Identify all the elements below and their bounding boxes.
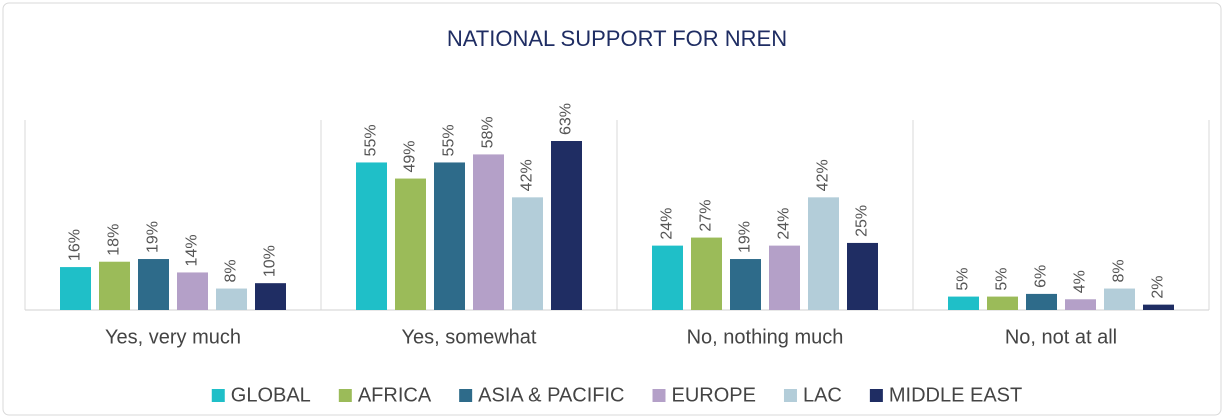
bar (395, 178, 426, 310)
bar (948, 296, 979, 310)
value-label: 16% (67, 229, 84, 261)
value-label: 42% (519, 159, 536, 191)
bar (730, 259, 761, 310)
legend-swatch (783, 389, 797, 402)
bar (177, 272, 208, 310)
value-label: 19% (145, 221, 162, 253)
legend-swatch (869, 389, 883, 402)
legend-label: AFRICA (358, 384, 432, 406)
value-label: 2% (1150, 276, 1167, 299)
value-label: 18% (106, 224, 123, 256)
legend-swatch (211, 389, 225, 402)
value-label: 19% (737, 221, 754, 253)
value-label: 58% (480, 116, 497, 148)
category-label: No, nothing much (687, 326, 844, 348)
bar (987, 296, 1018, 310)
value-label: 6% (1033, 265, 1050, 288)
legend-swatch (338, 389, 352, 402)
category-label: Yes, somewhat (402, 326, 537, 348)
value-label: 24% (659, 208, 676, 240)
value-label: 8% (1111, 259, 1128, 282)
value-label: 4% (1072, 270, 1089, 293)
bar (434, 162, 465, 310)
value-label: 42% (815, 159, 832, 191)
value-label: 14% (184, 234, 201, 266)
chart-title: NATIONAL SUPPORT FOR NREN (447, 26, 787, 51)
value-label: 63% (558, 103, 575, 135)
bar (1026, 293, 1057, 310)
bar (60, 267, 91, 310)
value-label: 10% (262, 245, 279, 277)
legend-label: GLOBAL (231, 384, 311, 406)
bar (473, 154, 504, 310)
legend-label: EUROPE (672, 384, 756, 406)
bar (691, 237, 722, 310)
legend-label: LAC (803, 384, 842, 406)
value-label: 5% (994, 267, 1011, 290)
category-label: Yes, very much (105, 326, 241, 348)
value-label: 25% (854, 205, 871, 237)
value-label: 8% (223, 259, 240, 282)
value-label: 5% (955, 267, 972, 290)
bar (255, 283, 286, 310)
bar (551, 141, 582, 310)
legend-swatch (459, 389, 473, 402)
legend-swatch (652, 389, 666, 402)
bar (769, 245, 800, 310)
bar (1104, 288, 1135, 310)
legend-label: ASIA & PACIFIC (478, 384, 624, 406)
bar (847, 242, 878, 310)
legend-label: MIDDLE EAST (889, 384, 1022, 406)
bar (138, 259, 169, 310)
value-label: 49% (402, 141, 419, 173)
value-label: 55% (441, 124, 458, 156)
bar (1143, 304, 1174, 310)
value-label: 27% (698, 200, 715, 232)
bar (1065, 299, 1096, 310)
bar (652, 245, 683, 310)
bar (99, 261, 130, 310)
value-label: 24% (776, 208, 793, 240)
bar (216, 288, 247, 310)
bar (356, 162, 387, 310)
category-label: No, not at all (1005, 326, 1117, 348)
bar (808, 197, 839, 310)
value-label: 55% (363, 124, 380, 156)
bar (512, 197, 543, 310)
